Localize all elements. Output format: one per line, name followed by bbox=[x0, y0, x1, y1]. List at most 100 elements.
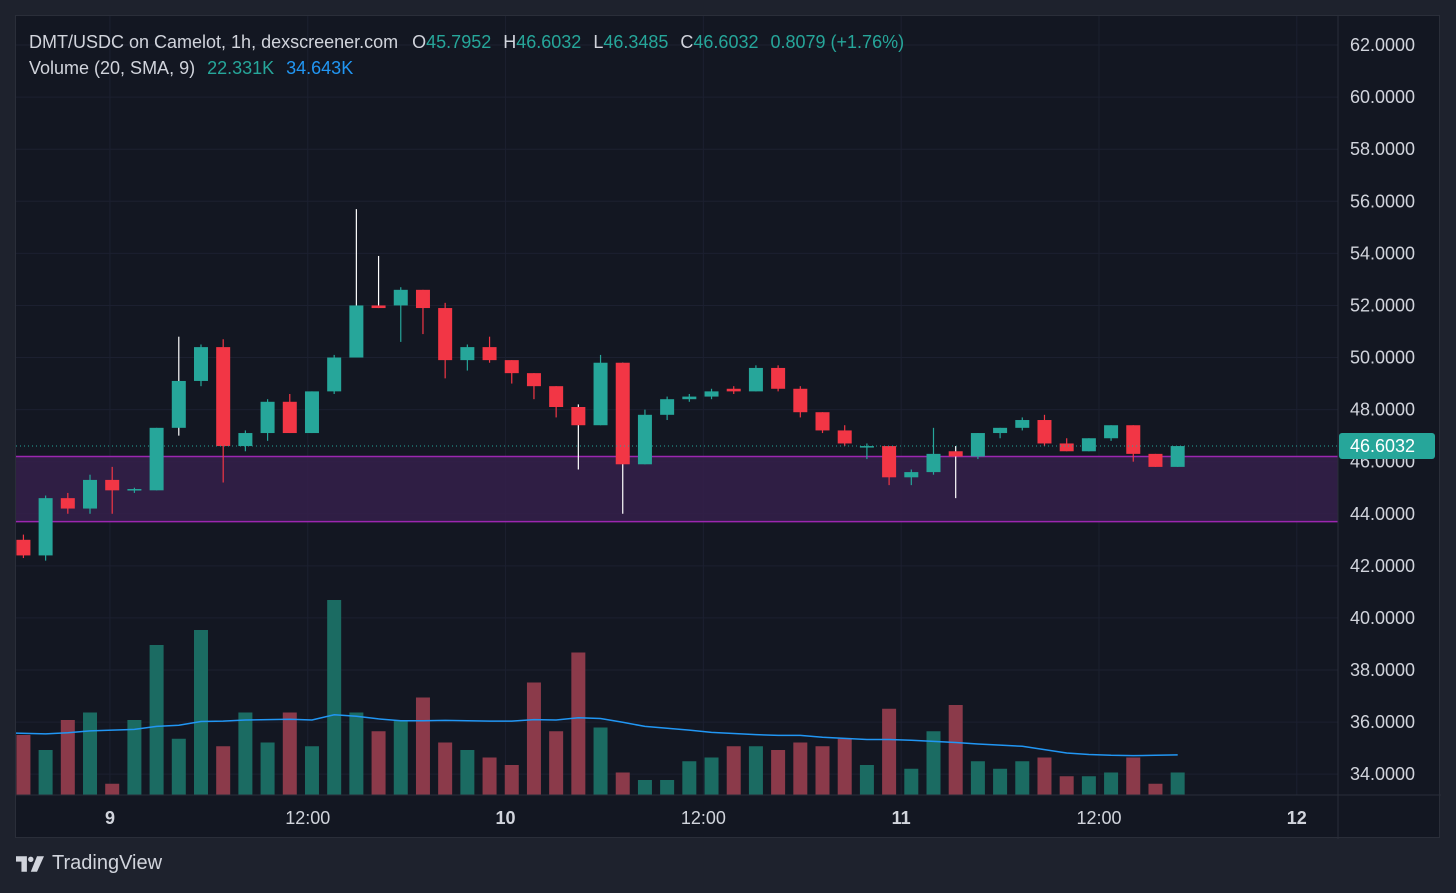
candle-body-up[interactable] bbox=[149, 427, 164, 491]
volume-bar bbox=[83, 712, 98, 795]
candle-body-up[interactable] bbox=[1170, 446, 1185, 467]
volume-bar bbox=[882, 708, 897, 795]
candle-body-up[interactable] bbox=[171, 380, 186, 428]
price-axis-label: 60.0000 bbox=[1350, 87, 1415, 107]
open-key: O bbox=[412, 32, 427, 52]
candle-body-down[interactable] bbox=[882, 446, 897, 478]
price-axis-label: 48.0000 bbox=[1350, 400, 1415, 420]
candle-body-down[interactable] bbox=[482, 347, 497, 361]
time-axis-label: 12:00 bbox=[681, 808, 726, 828]
volume-label: Volume (20, SMA, 9) bbox=[29, 58, 196, 78]
candle-body-up[interactable] bbox=[682, 396, 697, 400]
volume-bar bbox=[349, 712, 364, 795]
candle-body-down[interactable] bbox=[1148, 453, 1163, 467]
volume-bar bbox=[149, 645, 164, 795]
candle-body-down[interactable] bbox=[948, 451, 963, 457]
price-axis-label: 54.0000 bbox=[1350, 243, 1415, 263]
volume-bar bbox=[948, 705, 963, 795]
chart-canvas[interactable]: 62.0000 60.0000 58.0000 56.0000 54.0000 52.00… bbox=[16, 16, 1441, 839]
candle-body-down[interactable] bbox=[16, 539, 31, 556]
candle-body-up[interactable] bbox=[970, 433, 985, 457]
candle-body-up[interactable] bbox=[83, 479, 98, 509]
candle-body-down[interactable] bbox=[726, 388, 741, 392]
volume-bar bbox=[615, 772, 630, 795]
volume-bar bbox=[438, 742, 453, 795]
chart-panel[interactable]: 62.0000 60.0000 58.0000 56.0000 54.0000 52.00… bbox=[15, 15, 1441, 839]
volume-bar bbox=[682, 761, 697, 795]
volume-bar bbox=[926, 731, 941, 795]
candle-body-down[interactable] bbox=[415, 289, 430, 309]
volume-bar bbox=[238, 712, 253, 795]
price-axis-label: 40.0000 bbox=[1350, 608, 1415, 628]
volume-bar bbox=[837, 738, 852, 795]
volume-bar bbox=[815, 746, 830, 795]
candle-body-down[interactable] bbox=[815, 412, 830, 431]
candle-body-down[interactable] bbox=[526, 373, 541, 387]
candle-body-up[interactable] bbox=[1104, 425, 1119, 439]
candle-body-down[interactable] bbox=[1126, 425, 1141, 454]
candle-body-down[interactable] bbox=[371, 305, 386, 309]
volume-bar bbox=[993, 768, 1008, 795]
volume-bar bbox=[282, 712, 297, 795]
price-axis-label: 42.0000 bbox=[1350, 556, 1415, 576]
candle-body-up[interactable] bbox=[349, 305, 364, 358]
candle-body-up[interactable] bbox=[926, 453, 941, 473]
ohlc-legend: DMT/USDC on Camelot, 1h, dexscreener.com… bbox=[29, 32, 904, 53]
candle-body-up[interactable] bbox=[38, 498, 53, 556]
volume-bar bbox=[637, 780, 652, 795]
candle-body-up[interactable] bbox=[238, 433, 253, 447]
volume-bar bbox=[127, 720, 142, 795]
candle-body-up[interactable] bbox=[704, 391, 719, 397]
volume-bar bbox=[1037, 757, 1052, 795]
last-price-label: 46.6032 bbox=[1350, 436, 1415, 456]
candle-body-up[interactable] bbox=[660, 399, 675, 415]
candle-body-up[interactable] bbox=[904, 472, 919, 478]
candle-body-down[interactable] bbox=[837, 430, 852, 444]
candle-body-down[interactable] bbox=[282, 401, 297, 434]
candle-body-down[interactable] bbox=[771, 367, 786, 389]
support-zone[interactable] bbox=[16, 456, 1338, 522]
candle-body-down[interactable] bbox=[615, 362, 630, 465]
candle-body-up[interactable] bbox=[859, 446, 874, 448]
price-axis-label: 36.0000 bbox=[1350, 712, 1415, 732]
symbol-title: DMT/USDC on Camelot, 1h, dexscreener.com bbox=[29, 32, 399, 52]
candle-body-up[interactable] bbox=[637, 414, 652, 465]
volume-bar bbox=[1126, 757, 1141, 795]
volume-bar bbox=[748, 746, 763, 795]
candle-body-down[interactable] bbox=[105, 479, 120, 491]
footer-branding[interactable]: TradingView bbox=[16, 852, 162, 875]
volume-bar bbox=[660, 780, 675, 795]
volume-bar bbox=[593, 727, 608, 795]
candle-body-up[interactable] bbox=[327, 357, 342, 392]
volume-bar bbox=[970, 761, 985, 795]
candle-body-up[interactable] bbox=[193, 347, 208, 381]
last-price-tag bbox=[1339, 432, 1435, 459]
candle-body-down[interactable] bbox=[793, 388, 808, 413]
candle-body-down[interactable] bbox=[571, 407, 586, 426]
candle-body-up[interactable] bbox=[1081, 438, 1096, 452]
open-value: 45.7952 bbox=[426, 32, 492, 52]
price-axis-label: 52.0000 bbox=[1350, 295, 1415, 315]
candle-body-up[interactable] bbox=[304, 391, 319, 434]
volume-bar bbox=[704, 757, 719, 795]
candle-body-up[interactable] bbox=[748, 367, 763, 392]
volume-bar bbox=[304, 746, 319, 795]
candle-body-up[interactable] bbox=[993, 427, 1008, 434]
candle-body-down[interactable] bbox=[549, 386, 564, 407]
candle-body-up[interactable] bbox=[127, 489, 142, 491]
volume-bar bbox=[216, 746, 231, 795]
candle-body-down[interactable] bbox=[216, 347, 231, 447]
candle-body-up[interactable] bbox=[593, 362, 608, 426]
candle-body-down[interactable] bbox=[1037, 420, 1052, 444]
candle-body-up[interactable] bbox=[260, 401, 275, 434]
candle-body-up[interactable] bbox=[460, 347, 475, 361]
candle-body-down[interactable] bbox=[438, 308, 453, 361]
candle-body-down[interactable] bbox=[1059, 443, 1074, 452]
candle-body-down[interactable] bbox=[504, 360, 519, 374]
volume-sma-line bbox=[16, 714, 1178, 757]
candle-body-down[interactable] bbox=[60, 498, 75, 509]
volume-bar bbox=[482, 757, 497, 795]
candle-body-up[interactable] bbox=[393, 289, 408, 306]
volume-bar bbox=[1148, 783, 1163, 795]
candle-body-up[interactable] bbox=[1015, 420, 1030, 428]
